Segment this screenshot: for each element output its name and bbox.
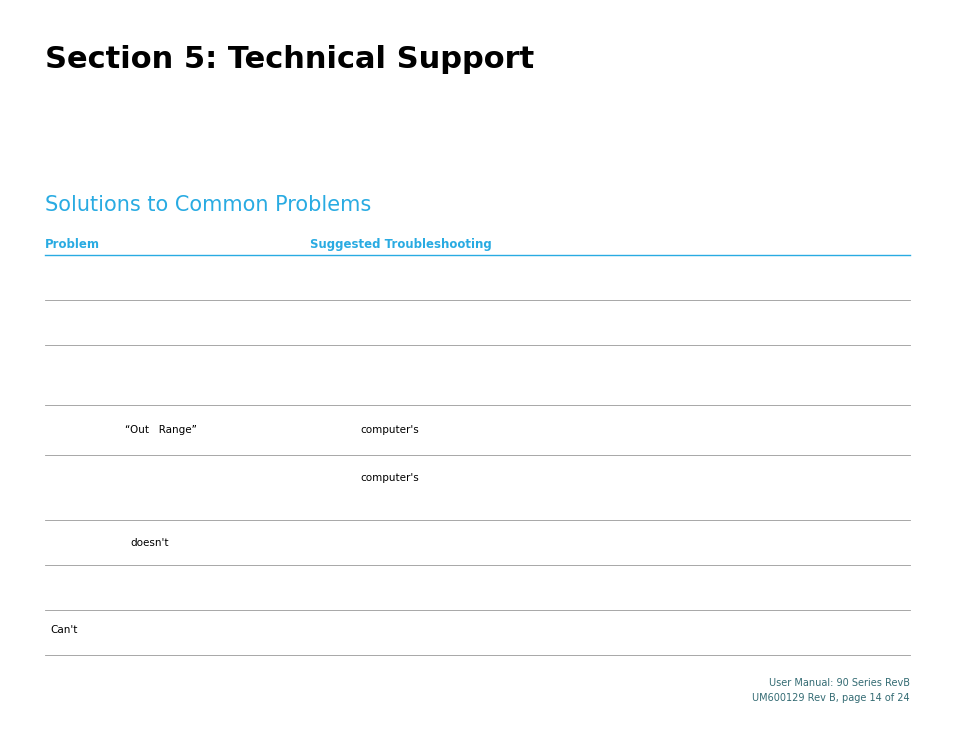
Text: computer's: computer's — [359, 425, 418, 435]
Text: Suggested Troubleshooting: Suggested Troubleshooting — [310, 238, 491, 251]
Text: computer's: computer's — [359, 473, 418, 483]
Text: doesn't: doesn't — [130, 538, 169, 548]
Text: UM600129 Rev B, page 14 of 24: UM600129 Rev B, page 14 of 24 — [752, 693, 909, 703]
Text: “Out   Range”: “Out Range” — [125, 425, 196, 435]
Text: Problem: Problem — [45, 238, 100, 251]
Text: User Manual: 90 Series RevB: User Manual: 90 Series RevB — [768, 678, 909, 688]
Text: Can't: Can't — [50, 625, 77, 635]
Text: Solutions to Common Problems: Solutions to Common Problems — [45, 195, 371, 215]
Text: Section 5: Technical Support: Section 5: Technical Support — [45, 45, 534, 74]
